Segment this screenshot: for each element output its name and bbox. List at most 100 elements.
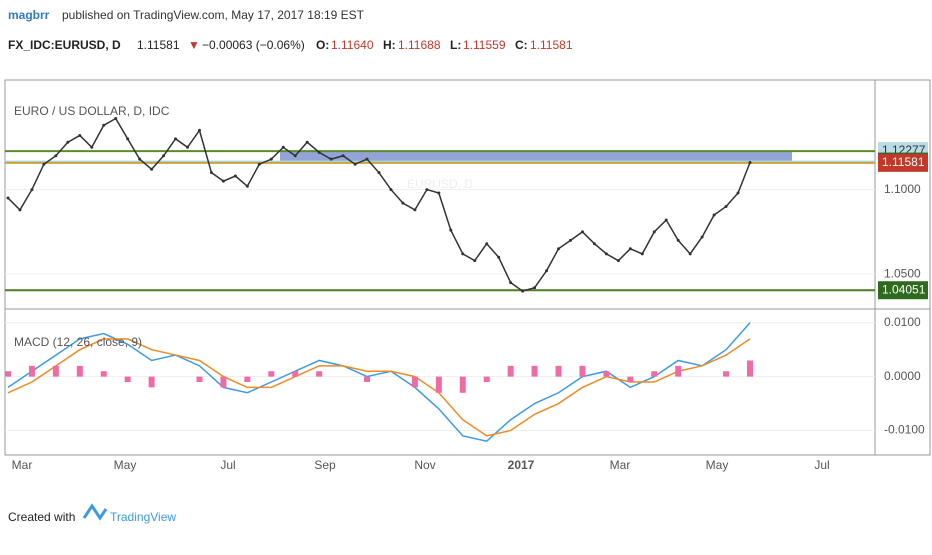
o-label: O: — [316, 38, 329, 52]
c-label: C: — [515, 38, 528, 52]
histogram-bar — [220, 376, 227, 388]
histogram-bar — [76, 365, 83, 377]
footer-brand[interactable]: TradingView — [110, 510, 176, 524]
price-point — [557, 247, 561, 251]
price-point — [150, 167, 154, 171]
price-point — [425, 188, 429, 192]
pane-title: MACD (12, 26, close, 9) — [14, 335, 142, 349]
o: 1.11640 — [331, 38, 374, 52]
price-point — [509, 281, 513, 285]
footer-created: Created with — [8, 510, 75, 524]
price-point — [748, 161, 752, 165]
histogram-bar — [675, 365, 682, 377]
price-point — [724, 205, 728, 208]
histogram-bar — [507, 365, 514, 377]
histogram-bar — [28, 365, 35, 377]
price-point — [497, 255, 501, 259]
price-point — [652, 230, 656, 234]
price-point — [30, 188, 34, 192]
c: 1.11581 — [530, 38, 573, 52]
price-point — [640, 252, 644, 256]
price-point — [568, 238, 572, 242]
x-tick-label: Nov — [414, 458, 435, 472]
histogram-bar — [124, 376, 131, 382]
last: 1.11581 — [137, 38, 180, 52]
price-point — [688, 252, 692, 256]
change: −0.00063 (−0.06%) — [202, 38, 305, 52]
histogram-bar — [52, 365, 59, 377]
author[interactable]: magbrr — [8, 8, 50, 22]
level-label-bg — [878, 281, 928, 300]
price-point — [628, 247, 632, 251]
histogram-bar — [244, 376, 251, 382]
histogram-bar — [603, 371, 610, 377]
price-point — [413, 208, 417, 212]
histogram-bar — [579, 365, 586, 377]
price-point — [401, 201, 405, 205]
price-point — [533, 286, 537, 290]
histogram-bar — [747, 360, 753, 377]
histogram-bar — [196, 376, 203, 382]
price-point — [580, 230, 584, 234]
price-point — [245, 184, 249, 188]
l-label: L: — [450, 38, 461, 52]
histogram-bar — [5, 371, 11, 377]
price-point — [90, 145, 94, 149]
price-line — [7, 117, 751, 292]
level-label: 1.04051 — [882, 282, 926, 296]
histogram-bar — [651, 371, 658, 377]
price-point — [54, 154, 58, 158]
price-point — [281, 145, 285, 149]
price-point — [221, 179, 225, 183]
x-tick-label: Sep — [314, 458, 336, 472]
price-point — [545, 269, 549, 273]
histogram-bar — [411, 376, 418, 388]
histogram-bar — [555, 365, 562, 377]
histogram-bar — [459, 376, 466, 393]
price-point — [521, 289, 525, 293]
price-point — [712, 213, 716, 217]
level-label-bg — [878, 153, 928, 172]
price-point — [616, 259, 620, 263]
price-point — [676, 238, 680, 242]
price-point — [389, 188, 393, 192]
price-point — [162, 154, 166, 158]
x-tick-label: Mar — [610, 458, 631, 472]
price-point — [126, 137, 130, 141]
histogram-bar — [148, 376, 155, 388]
price-point — [18, 208, 22, 212]
price-point — [485, 242, 489, 246]
price-point — [233, 174, 237, 178]
price-point — [6, 196, 10, 200]
price-point — [449, 228, 453, 232]
price-point — [209, 171, 213, 175]
price-point — [341, 154, 345, 158]
price-point — [269, 157, 273, 161]
zone — [280, 151, 792, 163]
price-point — [700, 235, 704, 239]
logo — [82, 503, 108, 521]
h: 1.11688 — [398, 38, 441, 52]
pane-title: EURO / US DOLLAR, D, IDC — [14, 104, 170, 118]
x-tick-label: Jul — [814, 458, 829, 472]
price-point — [604, 252, 608, 256]
level-label: 1.11581 — [882, 155, 925, 169]
macd-line — [7, 338, 751, 437]
arrow: ▼ — [188, 38, 200, 52]
price-point — [592, 242, 596, 246]
x-tick-label: May — [114, 458, 137, 472]
histogram-bar — [364, 376, 371, 382]
price-point — [317, 150, 321, 154]
price-point — [78, 133, 82, 137]
price-point — [473, 259, 477, 263]
price-point — [437, 191, 441, 195]
symbol: FX_IDC:EURUSD, D — [8, 38, 121, 52]
price-point — [353, 162, 357, 166]
x-tick-label: 2017 — [508, 458, 535, 472]
x-tick-label: Jul — [220, 458, 235, 472]
price-point — [293, 154, 297, 158]
histogram-bar — [316, 371, 323, 377]
price-point — [377, 171, 381, 175]
histogram-bar — [531, 365, 538, 377]
